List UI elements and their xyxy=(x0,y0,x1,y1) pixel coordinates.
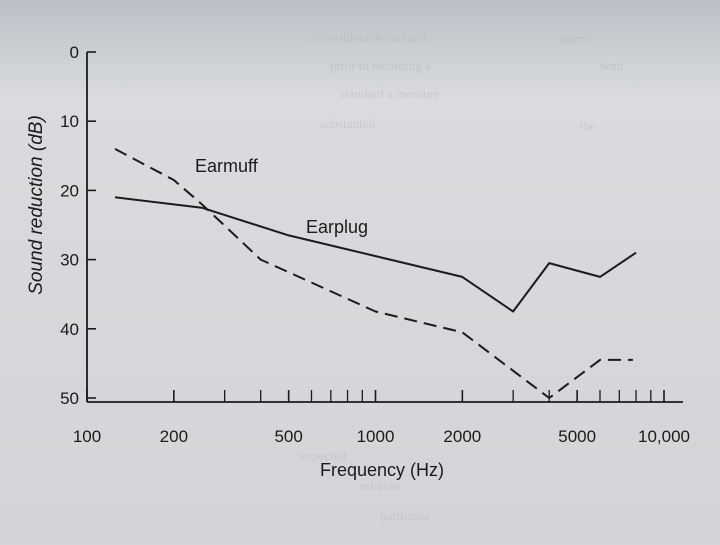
series-label-earplug: Earplug xyxy=(306,217,368,237)
y-axis-title: Sound reduction (dB) xyxy=(26,115,47,295)
x-tick-label: 10,000 xyxy=(638,427,690,446)
svg-text:substantial: substantial xyxy=(320,116,376,131)
y-tick-label: 30 xyxy=(60,251,79,270)
x-tick-label: 100 xyxy=(73,427,101,446)
x-axis-title: Frequency (Hz) xyxy=(320,460,444,480)
x-tick-label: 500 xyxy=(274,427,302,446)
svg-text:a considerable amount: a considerable amount xyxy=(310,30,427,45)
svg-text:expected: expected xyxy=(300,448,347,463)
svg-text:the: the xyxy=(580,118,596,133)
x-tick-label: 5000 xyxy=(558,427,596,446)
series-label-earmuff: Earmuff xyxy=(195,156,259,176)
series-line-earplug xyxy=(114,196,637,313)
svg-text:with: with xyxy=(600,58,624,73)
axes xyxy=(86,52,683,403)
y-tick-label: 20 xyxy=(60,181,79,200)
labels: 0 10 20 30 40 50 100 200 500 1000 2000 5000 10,000 Ea… xyxy=(26,43,690,480)
svg-text:standard a measure: standard a measure xyxy=(340,86,440,101)
bleed-through-texture: a considerable amount prior to recording… xyxy=(300,30,624,523)
y-tick-label: 40 xyxy=(60,320,79,339)
y-tick-label: 50 xyxy=(60,389,79,408)
series-line-earmuff xyxy=(114,148,633,399)
x-tick-label: 200 xyxy=(160,427,188,446)
svg-text:particular: particular xyxy=(380,508,430,523)
ticks xyxy=(86,51,665,402)
series-layer xyxy=(114,148,637,399)
x-tick-label: 1000 xyxy=(357,427,395,446)
svg-text:prior to recording a: prior to recording a xyxy=(330,58,431,73)
y-tick-label: 10 xyxy=(60,112,79,131)
x-tick-label: 2000 xyxy=(443,427,481,446)
svg-text:paper: paper xyxy=(560,30,590,45)
svg-text:relation: relation xyxy=(360,478,400,493)
y-tick-label: 0 xyxy=(70,43,79,62)
